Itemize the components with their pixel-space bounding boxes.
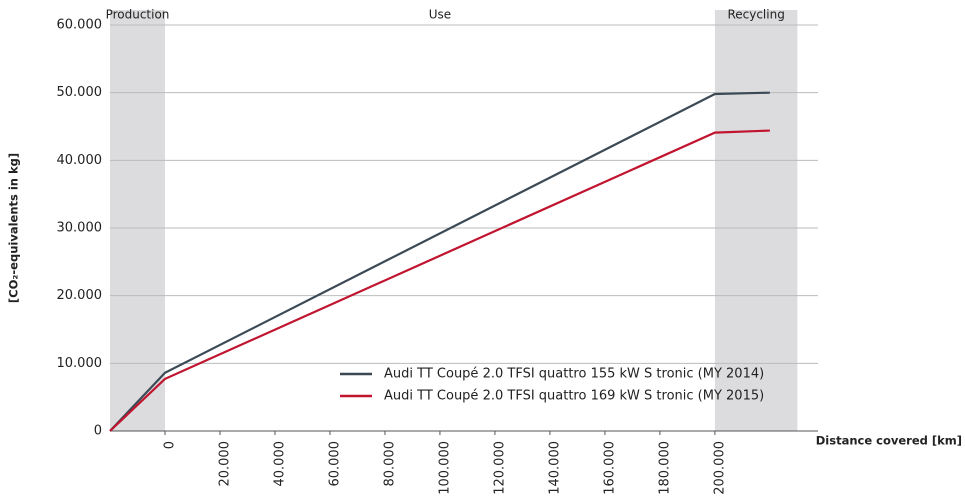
x-tick-label: 160.000 xyxy=(602,441,617,495)
phase-label: Production xyxy=(106,8,170,22)
phase-label: Use xyxy=(429,8,451,22)
y-axis-label: [CO₂-equivalents in kg] xyxy=(7,153,21,303)
x-tick-label: 200.000 xyxy=(712,441,727,495)
x-tick-label: 20.000 xyxy=(217,441,232,487)
x-tick-label: 140.000 xyxy=(547,441,562,495)
y-tick-label: 0 xyxy=(94,424,102,439)
y-tick-label: 60.000 xyxy=(57,18,103,33)
y-tick-label: 20.000 xyxy=(57,288,103,303)
series-line xyxy=(109,129,770,432)
x-tick-label: 60.000 xyxy=(327,441,342,487)
x-tick-label: 100.000 xyxy=(437,441,452,495)
y-tick-label: 10.000 xyxy=(57,356,103,371)
y-tick-label: 30.000 xyxy=(57,221,103,236)
x-tick-label: 180.000 xyxy=(657,441,672,495)
legend-label: Audi TT Coupé 2.0 TFSI quattro 169 kW S … xyxy=(384,389,764,404)
x-tick-label: 40.000 xyxy=(272,441,287,487)
series-line xyxy=(109,91,770,432)
x-axis-label: Distance covered [km] xyxy=(816,434,962,448)
x-tick-label: 120.000 xyxy=(492,441,507,495)
phase-shade xyxy=(714,10,798,431)
y-tick-label: 50.000 xyxy=(57,85,103,100)
x-tick-label: 80.000 xyxy=(382,441,397,487)
x-tick-label: 0 xyxy=(162,441,177,449)
phase-label: Recycling xyxy=(727,8,784,22)
phase-shade xyxy=(110,10,165,431)
y-tick-label: 40.000 xyxy=(57,153,103,168)
legend-label: Audi TT Coupé 2.0 TFSI quattro 155 kW S … xyxy=(384,367,764,382)
